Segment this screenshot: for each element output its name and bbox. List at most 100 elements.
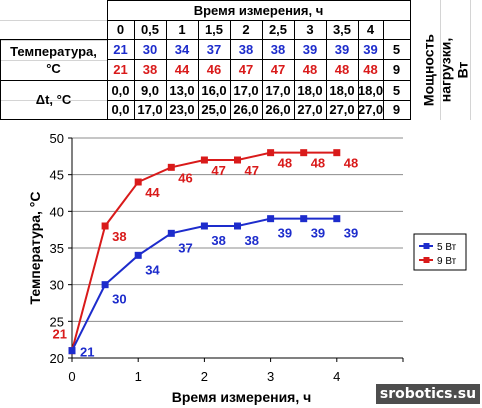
x-axis-title: Время измерения, ч [172,389,312,405]
temp-9w-cell: 48 [334,62,350,77]
time-cell: 1,5 [204,22,224,37]
delta-9w-cell: 27,0 [357,102,384,117]
data-label-9w: 38 [112,229,126,244]
delta-5w-cell: 13,0 [169,82,195,98]
point-5w [267,215,275,223]
power-label-line: нагрузки, [437,37,454,103]
power-value-cell: 5 [392,82,401,98]
table-border [0,39,1,120]
point-5w [101,281,109,289]
data-label-9w: 46 [178,170,192,185]
time-cell: 2 [242,22,250,37]
data-label-9w: 47 [245,163,259,178]
table-border [326,20,327,120]
table-border [107,0,108,120]
point-5w [200,222,208,230]
power-value-cell: 5 [392,41,401,57]
y-tick-label: 50 [50,131,64,146]
data-label-5w: 38 [211,233,225,248]
data-label-5w: 34 [145,262,160,277]
row-label-delta-t: Δt, °C [35,92,72,107]
sheet-gridline [0,40,107,41]
row-label-temperature: Температура, °C [0,39,107,80]
table-border [0,119,410,120]
table-border [107,20,410,21]
table-border [107,59,410,60]
temp-5w-cell: 39 [302,41,318,57]
y-tick-label: 30 [50,278,64,293]
temp-5w-cell: 37 [206,41,222,57]
point-9w [167,163,175,171]
y-axis-title: Температура, °C [27,191,43,304]
table-border [166,20,167,120]
data-table: Время измерения, ч 0 0,5 1 1,5 2 2,5 3 3,5 4 Темпе… [0,0,482,120]
delta-5w-cell: 18,0 [297,82,323,98]
delta-5w-cell: 18,0 [329,82,355,98]
table-border [134,20,135,120]
temp-9w-cell: 48 [302,62,318,77]
delta-5w-cell: 18,0 [357,82,384,98]
delta-5w-cell: 0,0 [111,82,130,98]
table-header-time: Время измерения, ч [193,2,324,18]
delta-9w-cell: 27,0 [297,102,323,117]
delta-5w-cell: 17,0 [265,82,291,98]
data-label-9w: 48 [278,156,292,171]
data-label-5w: 38 [245,233,259,248]
data-label-5w: 39 [311,226,325,241]
legend-swatch-marker [423,257,430,263]
temp-5w-cell: 38 [238,41,254,57]
sheet-gridline [0,20,107,21]
temp-9w-cell: 47 [270,62,286,77]
delta-9w-cell: 0,0 [111,102,130,117]
point-5w [167,229,175,237]
data-label-9w: 44 [145,185,160,200]
temp-9w-cell: 44 [174,62,190,77]
temp-9w-cell: 38 [142,62,158,77]
delta-9w-cell: 26,0 [233,102,259,117]
temp-9w-cell: 21 [113,62,128,77]
table-border [410,0,411,120]
table-border [230,20,231,120]
delta-9w-cell: 27,0 [329,102,355,117]
data-label-9w: 48 [311,156,325,171]
power-label: Мощность нагрузки, Вт [410,20,482,120]
y-tick-label: 35 [50,241,64,256]
data-label-9w: 21 [53,327,67,342]
legend-label-9w: 9 Вт [437,256,457,267]
point-9w [200,156,208,164]
power-label-line: Вт [454,61,471,79]
data-label-5w: 37 [178,240,192,255]
data-label-5w: 30 [112,292,126,307]
point-5w [333,215,341,223]
table-border [107,100,410,101]
point-9w [134,178,142,186]
data-label-5w: 39 [278,226,292,241]
point-9w [333,149,341,157]
x-tick-label: 1 [135,369,142,384]
power-label-line: Мощность [420,33,437,107]
legend-swatch-marker [423,243,430,249]
y-tick-label: 25 [50,314,64,329]
point-9w [300,149,308,157]
temp-9w-cell: 47 [238,62,254,77]
delta-5w-cell: 16,0 [201,82,227,98]
temp-5w-cell: 21 [113,41,128,57]
temp-5w-cell: 30 [142,41,158,57]
point-5w [68,347,76,355]
data-label-5w: 39 [344,226,358,241]
x-tick-label: 0 [68,369,75,384]
time-cell: 2,5 [268,22,288,37]
temp-5w-cell: 38 [270,41,286,57]
temp-9w-cell: 48 [363,62,378,77]
temp-5w-cell: 39 [363,41,378,57]
table-border [262,20,263,120]
temp-5w-cell: 39 [334,41,350,57]
time-cell: 3,5 [332,22,352,37]
delta-9w-cell: 17,0 [137,102,163,117]
delta-9w-cell: 25,0 [201,102,227,117]
legend-label-5w: 5 Вт [437,242,457,253]
temp-5w-cell: 34 [174,41,190,57]
x-tick-label: 2 [201,369,208,384]
delta-9w-cell: 26,0 [265,102,291,117]
